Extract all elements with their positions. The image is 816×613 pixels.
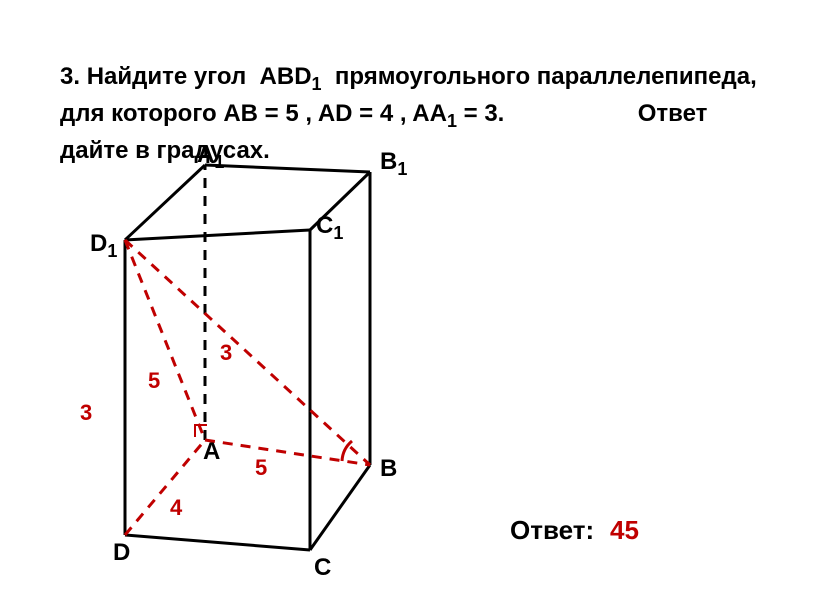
edge-D1-A1 xyxy=(125,165,205,240)
vertex-label-A: A xyxy=(203,438,220,466)
vertex-label-A1: A1 xyxy=(197,141,224,173)
vertex-label-D1: D1 xyxy=(90,230,117,262)
vertex-label-C: C xyxy=(314,554,331,582)
vertex-label-D: D xyxy=(113,539,130,567)
edge-length-label-2: 3 xyxy=(220,340,232,366)
text-part: Найдите угол ABD xyxy=(87,63,312,90)
parallelepiped-diagram: ABCDA1B1C1D135354 xyxy=(60,150,460,570)
text-part: AA xyxy=(412,100,447,127)
edge-length-label-4: 4 xyxy=(170,495,182,521)
vertex-label-B: B xyxy=(380,455,397,483)
vertex-label-B1: B1 xyxy=(380,148,407,180)
text-part: прямоугольного xyxy=(322,63,531,90)
edge-length-label-3: 5 xyxy=(255,455,267,481)
edge-C-B xyxy=(310,465,370,550)
edge-A1-B1 xyxy=(205,165,370,172)
vertex-label-C1: C1 xyxy=(316,212,343,244)
page: 3. Найдите угол ABD1 прямоугольного пара… xyxy=(0,0,816,613)
subscript: 1 xyxy=(447,111,457,131)
edge-length-label-1: 5 xyxy=(148,368,160,394)
geometry-svg xyxy=(60,150,460,570)
edge-C1-D1 xyxy=(125,230,310,240)
edge-D-C xyxy=(125,535,310,550)
problem-number: 3. xyxy=(60,63,80,90)
edge-D1-A xyxy=(125,240,205,440)
answer-value: 45 xyxy=(610,515,639,546)
edge-length-label-0: 3 xyxy=(80,400,92,426)
subscript: 1 xyxy=(312,74,322,94)
angle-arc-B xyxy=(342,441,352,461)
edge-D-A xyxy=(125,440,205,535)
text-part: = 3. xyxy=(457,100,504,127)
answer-label: Ответ: xyxy=(510,515,594,546)
edge-D1-B xyxy=(125,240,370,465)
